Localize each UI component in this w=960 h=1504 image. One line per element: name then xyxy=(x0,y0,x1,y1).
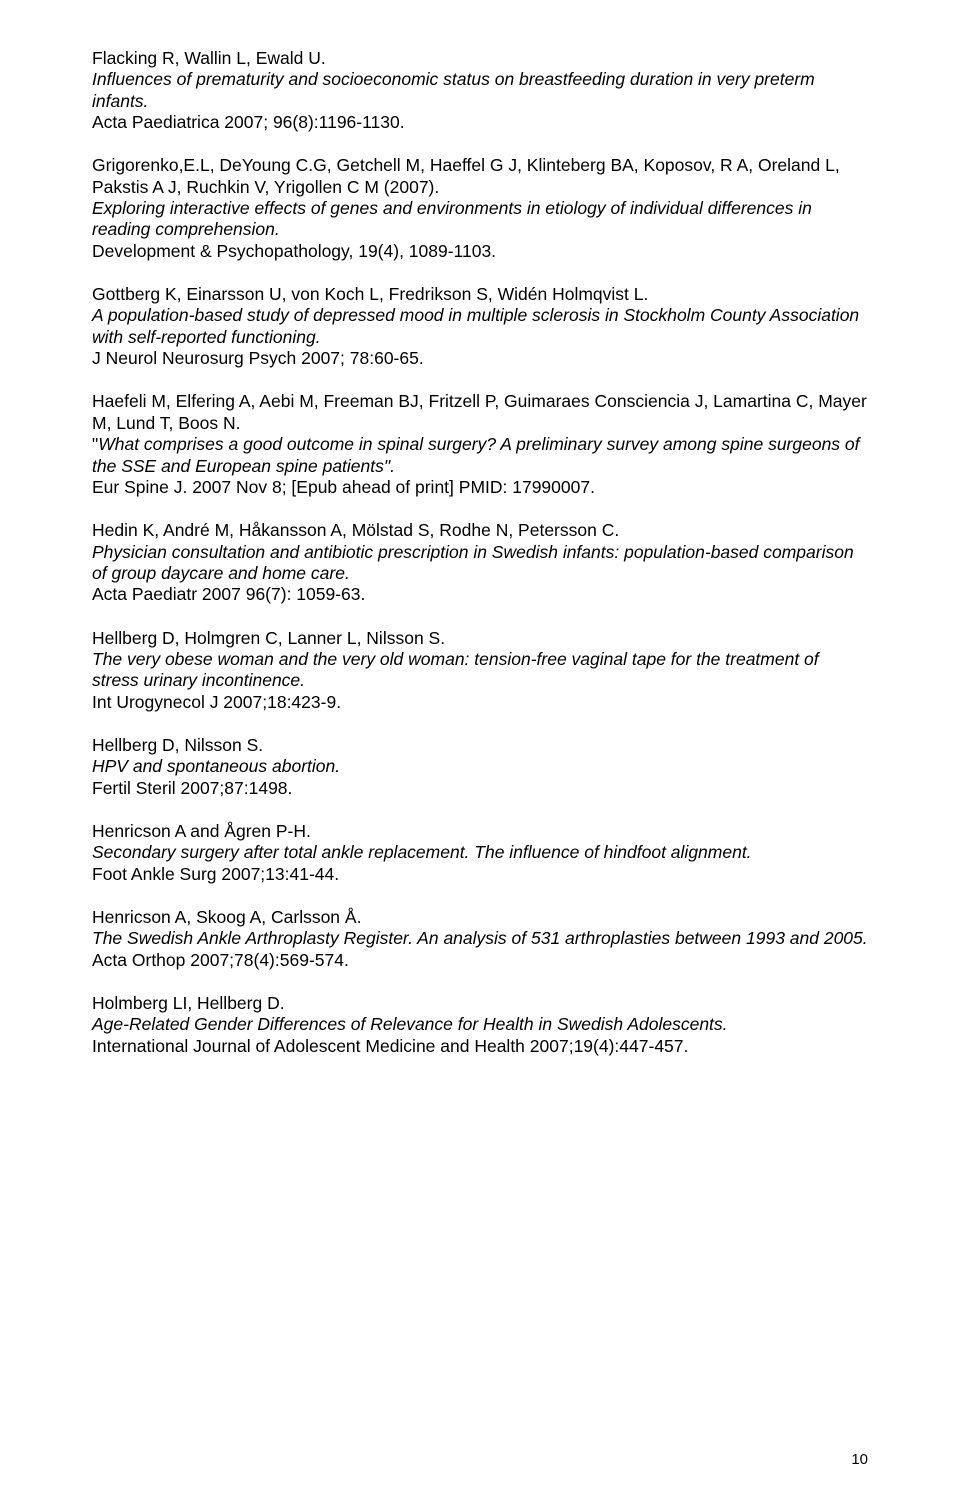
reference-entry: Hedin K, André M, Håkansson A, Mölstad S… xyxy=(92,520,868,605)
reference-entry: Gottberg K, Einarsson U, von Koch L, Fre… xyxy=(92,284,868,369)
ref-authors: Hedin K, André M, Håkansson A, Mölstad S… xyxy=(92,520,868,541)
ref-source: Int Urogynecol J 2007;18:423-9. xyxy=(92,692,868,713)
ref-title: Age-Related Gender Differences of Releva… xyxy=(92,1014,868,1035)
ref-authors: Haefeli M, Elfering A, Aebi M, Freeman B… xyxy=(92,391,868,434)
reference-entry: Hellberg D, Nilsson S. HPV and spontaneo… xyxy=(92,735,868,799)
reference-entry: Flacking R, Wallin L, Ewald U. Influence… xyxy=(92,48,868,133)
ref-title-text: What comprises a good outcome in spinal … xyxy=(92,434,860,475)
ref-source: Acta Paediatr 2007 96(7): 1059-63. xyxy=(92,584,868,605)
ref-authors: Holmberg LI, Hellberg D. xyxy=(92,993,868,1014)
ref-source: J Neurol Neurosurg Psych 2007; 78:60-65. xyxy=(92,348,868,369)
ref-authors: Grigorenko,E.L, DeYoung C.G, Getchell M,… xyxy=(92,155,868,198)
ref-title: Secondary surgery after total ankle repl… xyxy=(92,842,868,863)
ref-authors: Hellberg D, Nilsson S. xyxy=(92,735,868,756)
reference-entry: Henricson A, Skoog A, Carlsson Å. The Sw… xyxy=(92,907,868,971)
ref-title: Physician consultation and antibiotic pr… xyxy=(92,542,868,585)
reference-entry: Grigorenko,E.L, DeYoung C.G, Getchell M,… xyxy=(92,155,868,262)
ref-source: International Journal of Adolescent Medi… xyxy=(92,1036,868,1057)
ref-authors: Flacking R, Wallin L, Ewald U. xyxy=(92,48,868,69)
ref-source: Acta Orthop 2007;78(4):569-574. xyxy=(92,950,868,971)
ref-title: Influences of prematurity and socioecono… xyxy=(92,69,868,112)
reference-entry: Henricson A and Ågren P-H. Secondary sur… xyxy=(92,821,868,885)
ref-authors: Henricson A, Skoog A, Carlsson Å. xyxy=(92,907,868,928)
ref-title: HPV and spontaneous abortion. xyxy=(92,756,868,777)
ref-title: The very obese woman and the very old wo… xyxy=(92,649,868,692)
reference-entry: Hellberg D, Holmgren C, Lanner L, Nilsso… xyxy=(92,628,868,713)
ref-authors: Hellberg D, Holmgren C, Lanner L, Nilsso… xyxy=(92,628,868,649)
page: Flacking R, Wallin L, Ewald U. Influence… xyxy=(0,0,960,1504)
ref-source: Foot Ankle Surg 2007;13:41-44. xyxy=(92,864,868,885)
page-number: 10 xyxy=(851,1451,868,1468)
ref-source: Eur Spine J. 2007 Nov 8; [Epub ahead of … xyxy=(92,477,868,498)
ref-authors: Gottberg K, Einarsson U, von Koch L, Fre… xyxy=(92,284,868,305)
ref-title: The Swedish Ankle Arthroplasty Register.… xyxy=(92,928,868,949)
reference-entry: Haefeli M, Elfering A, Aebi M, Freeman B… xyxy=(92,391,868,498)
ref-title: "What comprises a good outcome in spinal… xyxy=(92,434,868,477)
ref-authors: Henricson A and Ågren P-H. xyxy=(92,821,868,842)
ref-source: Development & Psychopathology, 19(4), 10… xyxy=(92,241,868,262)
ref-source: Fertil Steril 2007;87:1498. xyxy=(92,778,868,799)
ref-source: Acta Paediatrica 2007; 96(8):1196-1130. xyxy=(92,112,868,133)
ref-title: A population-based study of depressed mo… xyxy=(92,305,868,348)
reference-entry: Holmberg LI, Hellberg D. Age-Related Gen… xyxy=(92,993,868,1057)
ref-title: Exploring interactive effects of genes a… xyxy=(92,198,868,241)
